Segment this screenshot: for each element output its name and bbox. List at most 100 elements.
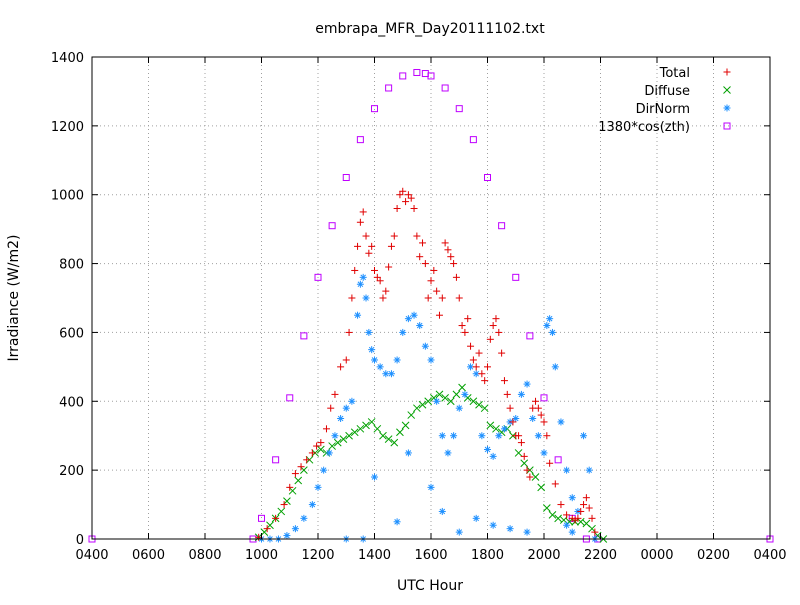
dirnorm-point xyxy=(320,466,328,474)
total-point xyxy=(540,418,548,426)
legend-marker-dirnorm xyxy=(723,104,731,112)
dirnorm-point xyxy=(404,449,412,457)
total-point xyxy=(467,342,475,350)
1380-cos-zth-point xyxy=(469,136,477,144)
total-point xyxy=(399,187,407,195)
diffuse-point xyxy=(345,431,353,440)
total-point xyxy=(331,390,339,398)
y-tick-label: 200 xyxy=(59,464,84,479)
y-tick-label: 0 xyxy=(76,533,84,548)
total-point xyxy=(351,266,359,274)
total-point xyxy=(385,263,393,271)
diffuse-point xyxy=(548,511,557,519)
dirnorm-point xyxy=(314,483,322,491)
total-point xyxy=(359,208,367,216)
diffuse-point xyxy=(492,424,500,433)
total-point xyxy=(484,363,491,371)
dirnorm-point xyxy=(557,418,565,426)
total-point xyxy=(427,277,435,285)
dirnorm-point xyxy=(548,328,556,336)
total-point xyxy=(489,322,497,330)
dirnorm-point xyxy=(540,449,548,457)
x-tick-label: 0800 xyxy=(188,548,221,563)
diffuse-point xyxy=(554,514,562,523)
diffuse-point xyxy=(384,435,393,444)
dirnorm-point xyxy=(416,322,424,330)
dirnorm-point xyxy=(534,432,542,440)
total-point xyxy=(506,404,514,412)
total-point xyxy=(503,390,511,398)
legend-label-diffuse: Diffuse xyxy=(644,84,690,99)
total-point xyxy=(543,432,551,440)
diffuse-point xyxy=(413,404,421,413)
total-point xyxy=(486,335,494,343)
total-point xyxy=(322,425,330,433)
x-tick-label: 1000 xyxy=(245,548,278,563)
total-point xyxy=(515,432,523,440)
dirnorm-point xyxy=(444,449,452,457)
x-tick-label: 0200 xyxy=(697,548,730,563)
legend-label-total: Total xyxy=(659,66,690,81)
total-point xyxy=(574,514,582,522)
total-point xyxy=(327,404,335,412)
total-point xyxy=(464,315,472,323)
y-tick-label: 800 xyxy=(59,258,84,273)
dirnorm-point xyxy=(546,315,554,323)
dirnorm-point xyxy=(455,404,463,412)
diffuse-point xyxy=(401,421,410,430)
total-point xyxy=(441,239,449,247)
diffuse-point xyxy=(328,442,336,450)
diffuse-point xyxy=(458,383,466,392)
total-point xyxy=(472,363,480,371)
dirnorm-point xyxy=(421,342,429,350)
diffuse-point xyxy=(452,390,461,399)
dirnorm-point xyxy=(399,328,407,336)
diffuse-point xyxy=(520,459,529,468)
total-point xyxy=(337,363,345,371)
dirnorm-point xyxy=(484,445,491,453)
diffuse-point xyxy=(486,421,495,430)
total-point xyxy=(591,528,599,536)
dirnorm-point xyxy=(551,363,559,371)
dirnorm-point xyxy=(433,397,441,405)
total-point xyxy=(362,232,370,240)
total-point xyxy=(410,204,418,212)
1380-cos-zth-point xyxy=(272,456,280,464)
total-point xyxy=(368,242,376,250)
y-tick-label: 1200 xyxy=(51,120,84,135)
total-point xyxy=(532,397,540,405)
total-point xyxy=(517,439,525,447)
total-point xyxy=(421,260,429,268)
total-point xyxy=(303,456,311,464)
total-point xyxy=(308,449,316,457)
total-point xyxy=(272,514,280,522)
legend-marker-total xyxy=(723,68,731,76)
x-tick-label: 1800 xyxy=(471,548,504,563)
diffuse-point xyxy=(531,473,540,481)
dirnorm-point xyxy=(393,356,401,364)
dirnorm-point xyxy=(362,294,370,302)
dirnorm-point xyxy=(427,483,435,491)
axis-ticks: 0400 0600 0800 1000 1200 1400 1600 1800 2000 2200… xyxy=(51,51,787,563)
legend-marker-diffuse xyxy=(723,86,731,94)
diffuse-point xyxy=(294,476,303,485)
dirnorm-point xyxy=(461,390,469,398)
1380-cos-zth-point xyxy=(540,394,548,402)
dirnorm-point xyxy=(365,328,373,336)
dirnorm-point xyxy=(393,518,401,526)
diffuse-point xyxy=(435,390,444,399)
diffuse-point xyxy=(418,400,427,409)
diffuse-point xyxy=(514,449,523,457)
1380-cos-zth-point xyxy=(385,84,393,92)
diffuse-point xyxy=(407,411,416,419)
dirnorm-point xyxy=(348,397,356,405)
dirnorm-point xyxy=(472,514,480,522)
1380-cos-zth-point xyxy=(427,72,435,80)
total-point xyxy=(458,322,466,330)
total-point xyxy=(419,239,427,247)
dirnorm-point xyxy=(308,501,316,509)
x-tick-label: 1200 xyxy=(301,548,334,563)
1380-cos-zth-point xyxy=(356,136,364,144)
diffuse-point xyxy=(362,421,370,430)
